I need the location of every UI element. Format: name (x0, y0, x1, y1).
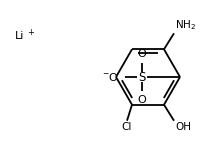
Text: OH: OH (175, 122, 191, 132)
Text: S: S (138, 71, 146, 83)
Text: O: O (138, 49, 146, 59)
Text: $^{-}$O: $^{-}$O (102, 71, 119, 83)
Text: O: O (138, 95, 146, 105)
Text: +: + (27, 28, 34, 36)
Text: NH$_2$: NH$_2$ (175, 18, 196, 32)
Text: Li: Li (15, 31, 24, 41)
Text: Cl: Cl (122, 122, 132, 132)
